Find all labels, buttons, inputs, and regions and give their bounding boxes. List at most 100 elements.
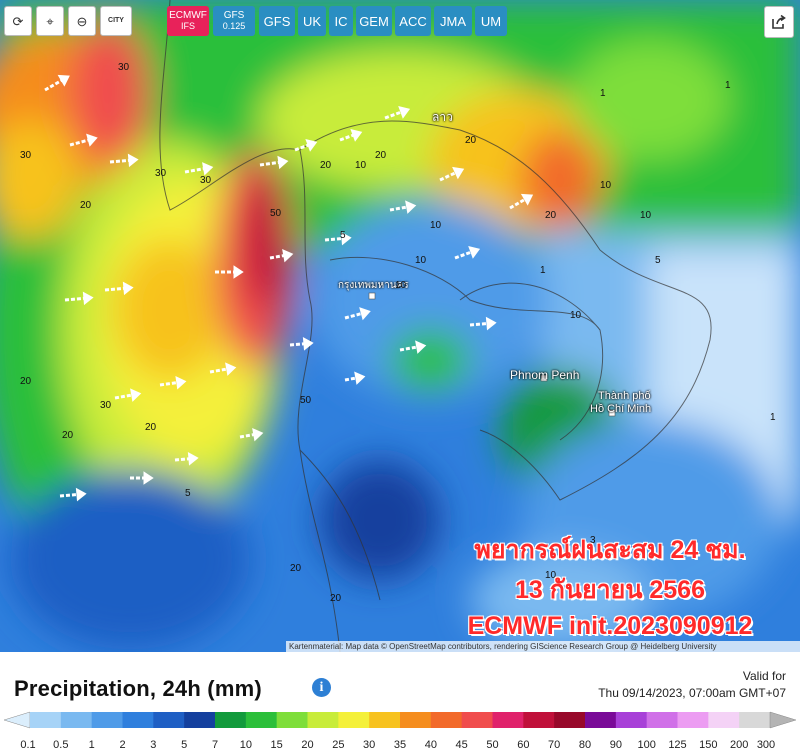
scale-arrow-left xyxy=(3,711,31,729)
forecast-overlay-init: ECMWF init.2023090912 xyxy=(467,612,753,640)
model-tab-label: ACC xyxy=(399,13,427,29)
scale-value-label: 70 xyxy=(548,739,560,751)
contour-value-label: 30 xyxy=(20,150,32,161)
model-tab-um[interactable]: UM xyxy=(475,6,507,36)
scale-swatch xyxy=(739,712,771,728)
scale-swatch xyxy=(492,712,524,728)
contour-value-label: 1 xyxy=(540,265,546,276)
wind-arrow xyxy=(399,345,418,352)
wind-arrow xyxy=(109,158,131,164)
refresh-icon[interactable]: ⟳ xyxy=(4,6,32,36)
wind-arrow xyxy=(324,236,344,242)
contour-value-label: 20 xyxy=(375,150,387,161)
contour-value-label: 20 xyxy=(320,160,332,171)
place-label-hcmc-line1: Thành phố xyxy=(598,390,651,402)
contour-value-label: 10 xyxy=(600,180,612,191)
wind-arrow-head xyxy=(302,337,314,351)
precipitation-map[interactable]: ⟳ ⌖ ⊖ CITY ECMWF IFS GFS 0.125 GFS UK IC… xyxy=(0,0,800,652)
scale-swatch xyxy=(245,712,278,728)
scale-swatch xyxy=(338,712,370,728)
wind-arrow xyxy=(259,160,281,167)
wind-arrow-head xyxy=(175,375,187,390)
wind-arrow-head xyxy=(233,265,244,279)
model-tab-acc[interactable]: ACC xyxy=(395,6,431,36)
model-tab-gem[interactable]: GEM xyxy=(356,6,392,36)
wind-arrow xyxy=(69,138,90,147)
city-toggle-button[interactable]: CITY xyxy=(100,6,132,36)
scale-value-label: 5 xyxy=(181,739,187,751)
model-tab-jma[interactable]: JMA xyxy=(434,6,472,36)
contour-value-label: 10 xyxy=(430,220,442,231)
location-pin-icon[interactable]: ⌖ xyxy=(36,6,64,36)
scale-value-label: 0.5 xyxy=(53,739,68,751)
contour-value-label: 20 xyxy=(80,200,92,211)
wind-arrow xyxy=(339,133,355,142)
wind-arrow-head xyxy=(57,74,70,87)
scale-value-label: 300 xyxy=(757,739,775,751)
wind-arrow-head xyxy=(468,245,481,259)
color-scale: 0.1 0.5 1 2 3 5 7 10 15 20 25 30 35 40 45 50 60 70 80 90 100… xyxy=(3,711,797,751)
contour-value-label: 20 xyxy=(545,210,557,221)
scale-value-label: 0.1 xyxy=(20,739,35,751)
wind-arrow xyxy=(509,197,527,210)
share-button[interactable] xyxy=(764,6,794,38)
model-tab-ic[interactable]: IC xyxy=(329,6,353,36)
wind-arrow xyxy=(209,367,228,374)
wind-arrow xyxy=(159,381,179,387)
model-tab-ecmwf-ifs[interactable]: ECMWF IFS xyxy=(167,6,209,36)
scale-swatch xyxy=(91,712,123,728)
contour-value-label: 10 xyxy=(570,310,582,321)
contour-value-label: 20 xyxy=(465,135,477,146)
scale-swatch xyxy=(708,712,740,728)
model-tab-label: GFS xyxy=(223,10,245,21)
wind-arrow-head xyxy=(520,193,534,206)
info-icon[interactable]: i xyxy=(312,678,331,697)
map-attribution: Kartenmaterial: Map data © OpenStreetMap… xyxy=(286,641,800,652)
scale-swatch xyxy=(276,712,308,728)
model-tab-sublabel: 0.125 xyxy=(222,21,246,31)
precipitation-field xyxy=(0,0,800,652)
contour-value-label: 10 xyxy=(545,570,557,581)
contour-value-label: 50 xyxy=(270,208,282,219)
scale-value-label: 1 xyxy=(89,739,95,751)
scale-swatch xyxy=(400,712,432,728)
wind-arrow-head xyxy=(350,128,363,142)
scale-value-label: 30 xyxy=(363,739,375,751)
scale-swatch xyxy=(461,712,493,728)
scale-value-label: 15 xyxy=(271,739,283,751)
wind-arrow-head xyxy=(354,371,366,385)
wind-arrow xyxy=(344,311,363,320)
scale-swatch xyxy=(585,712,617,728)
scale-value-label: 100 xyxy=(637,739,655,751)
wind-arrow-head xyxy=(75,487,87,502)
contour-value-label: 20 xyxy=(145,422,157,433)
wind-arrow xyxy=(269,253,286,260)
contour-value-label: 1 xyxy=(725,80,731,91)
wind-arrow-head xyxy=(252,427,264,442)
wind-arrow xyxy=(469,321,489,327)
wind-arrow xyxy=(454,250,473,260)
wind-arrow-head xyxy=(143,471,154,485)
scale-value-label: 40 xyxy=(425,739,437,751)
contour-value-label: 20 xyxy=(20,376,32,387)
scale-swatch xyxy=(184,712,216,728)
contour-value-label: 50 xyxy=(300,395,312,406)
wind-arrow xyxy=(64,296,86,302)
contour-value-label: 1 xyxy=(770,412,776,423)
scale-value-label: 50 xyxy=(486,739,498,751)
model-tab-gfs[interactable]: GFS xyxy=(259,6,295,36)
scale-value-label: 35 xyxy=(394,739,406,751)
scale-swatch xyxy=(60,712,93,728)
contour-value-label: 30 xyxy=(100,400,112,411)
model-tab-uk[interactable]: UK xyxy=(298,6,326,36)
scale-value-label: 80 xyxy=(579,739,591,751)
zoom-out-icon[interactable]: ⊖ xyxy=(68,6,96,36)
contour-value-label: 10 xyxy=(415,255,427,266)
scale-swatch xyxy=(369,712,401,728)
scale-value-label: 10 xyxy=(240,739,252,751)
contour-value-label: 5 xyxy=(185,488,191,499)
legend-title: Precipitation, 24h (mm) xyxy=(14,676,262,701)
scale-value-label: 125 xyxy=(668,739,686,751)
model-tab-gfs-0125[interactable]: GFS 0.125 xyxy=(213,6,255,36)
scale-swatch xyxy=(554,712,586,728)
